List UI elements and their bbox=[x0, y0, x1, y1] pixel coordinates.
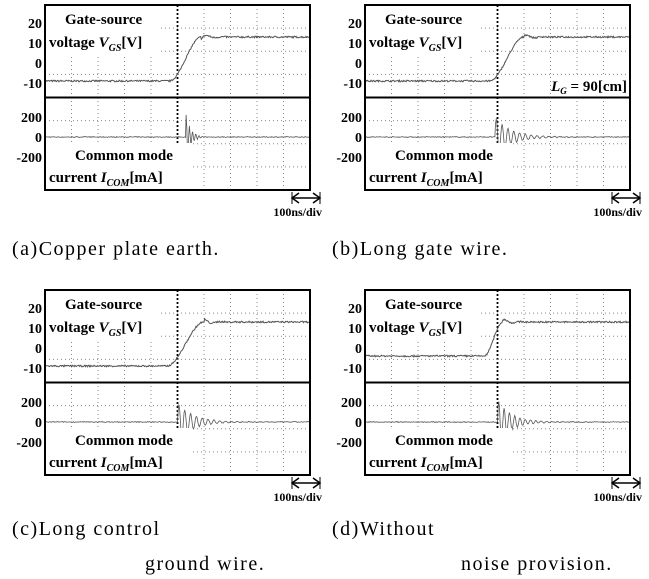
y-tick-label: 20 bbox=[348, 302, 362, 317]
label-subscript: GS bbox=[429, 43, 442, 54]
y-tick-label: 0 bbox=[35, 342, 42, 357]
label-subscript: COM bbox=[107, 463, 131, 474]
page: Gate-sourcevoltage VGS[V]Common modecurr… bbox=[0, 0, 649, 579]
y-tick-label: -200 bbox=[336, 151, 362, 166]
caption: noise provision. bbox=[461, 553, 613, 575]
upper-label: Gate-source bbox=[385, 297, 463, 313]
label-unit: [mA] bbox=[449, 455, 482, 471]
y-tick-label: -200 bbox=[16, 151, 42, 166]
label-prefix: current bbox=[49, 455, 101, 471]
label-unit: [mA] bbox=[129, 455, 162, 471]
y-tick-label: -10 bbox=[343, 77, 362, 92]
y-tick-label: 10 bbox=[348, 322, 362, 337]
caption: (a)Copper plate earth. bbox=[12, 238, 220, 260]
label-subscript: GS bbox=[109, 328, 122, 339]
y-tick-label: -200 bbox=[336, 436, 362, 451]
y-tick-label: 20 bbox=[28, 17, 42, 32]
y-tick-label: -200 bbox=[16, 436, 42, 451]
caption: ground wire. bbox=[145, 553, 265, 575]
y-tick-label: 200 bbox=[21, 396, 42, 411]
label-prefix: voltage bbox=[369, 320, 419, 336]
label-subscript: COM bbox=[427, 178, 451, 189]
y-tick-label: 0 bbox=[355, 131, 362, 146]
lower-label: Common mode bbox=[395, 433, 493, 449]
y-tick-label: 10 bbox=[28, 322, 42, 337]
y-tick-label: 0 bbox=[355, 57, 362, 72]
time-scale: 100ns/div bbox=[273, 205, 322, 219]
lower-label: Common mode bbox=[395, 148, 493, 164]
annotation-text: = 90[cm] bbox=[567, 79, 627, 95]
label-prefix: voltage bbox=[49, 35, 99, 51]
lower-label: Common mode bbox=[75, 433, 173, 449]
y-tick-label: 0 bbox=[35, 57, 42, 72]
upper-label: Gate-source bbox=[385, 12, 463, 28]
upper-label: Gate-source bbox=[65, 12, 143, 28]
caption: (c)Long control bbox=[12, 518, 161, 540]
time-scale: 100ns/div bbox=[273, 490, 322, 504]
upper-label: Gate-source bbox=[65, 297, 143, 313]
y-tick-label: 200 bbox=[21, 111, 42, 126]
label-prefix: voltage bbox=[49, 320, 99, 336]
label-subscript: GS bbox=[429, 328, 442, 339]
y-tick-label: -10 bbox=[343, 362, 362, 377]
label-unit: [V] bbox=[441, 35, 462, 51]
label-unit: [V] bbox=[121, 35, 142, 51]
caption: (d)Without bbox=[332, 518, 435, 540]
annotation-symbol: L bbox=[550, 79, 560, 95]
lower-label: Common mode bbox=[75, 148, 173, 164]
y-tick-label: 0 bbox=[355, 416, 362, 431]
caption: (b)Long gate wire. bbox=[332, 238, 508, 260]
y-tick-label: 0 bbox=[35, 416, 42, 431]
label-prefix: current bbox=[369, 455, 421, 471]
label-prefix: current bbox=[369, 170, 421, 186]
time-scale: 100ns/div bbox=[593, 490, 642, 504]
label-prefix: current bbox=[49, 170, 101, 186]
figure: Gate-sourcevoltage VGS[V]Common modecurr… bbox=[0, 0, 649, 579]
y-tick-label: 20 bbox=[28, 302, 42, 317]
y-tick-label: 0 bbox=[355, 342, 362, 357]
y-tick-label: 10 bbox=[348, 37, 362, 52]
y-tick-label: 20 bbox=[348, 17, 362, 32]
label-subscript: COM bbox=[107, 178, 131, 189]
y-tick-label: 10 bbox=[28, 37, 42, 52]
y-tick-label: 200 bbox=[341, 111, 362, 126]
y-tick-label: 0 bbox=[35, 131, 42, 146]
label-unit: [V] bbox=[121, 320, 142, 336]
time-scale: 100ns/div bbox=[593, 205, 642, 219]
y-tick-label: -10 bbox=[23, 77, 42, 92]
label-subscript: COM bbox=[427, 463, 451, 474]
y-tick-label: -10 bbox=[23, 362, 42, 377]
label-prefix: voltage bbox=[369, 35, 419, 51]
label-unit: [V] bbox=[441, 320, 462, 336]
y-tick-label: 200 bbox=[341, 396, 362, 411]
label-subscript: GS bbox=[109, 43, 122, 54]
label-unit: [mA] bbox=[129, 170, 162, 186]
label-unit: [mA] bbox=[449, 170, 482, 186]
